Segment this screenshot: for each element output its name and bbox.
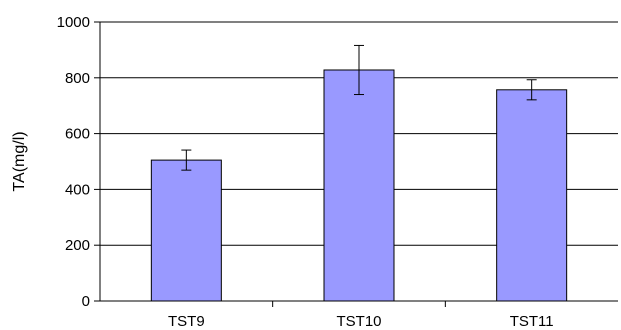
y-tick-label-400: 400 [65,181,90,198]
y-axis-title: TA(mg/l) [11,131,28,191]
x-tick-label-TST10: TST10 [336,313,381,330]
y-tick-label-200: 200 [65,237,90,254]
error-bars [181,44,537,171]
bar-TST9 [150,159,222,302]
y-tick-label-0: 0 [82,293,90,310]
y-tick-label-600: 600 [65,126,90,143]
x-tick-label-TST9: TST9 [168,313,205,330]
bars [150,69,568,302]
x-tick-label-TST11: TST11 [510,313,554,330]
y-tick-label-800: 800 [65,70,90,87]
x-tick-labels: TST9 TST10 TST11 [168,313,554,330]
y-tick-label-1000: 1000 [57,14,90,31]
bar-TST11 [496,89,568,302]
bar-TST10 [323,69,395,302]
y-tick-labels: 0 200 400 600 800 1000 [57,14,90,310]
axes [94,21,618,307]
